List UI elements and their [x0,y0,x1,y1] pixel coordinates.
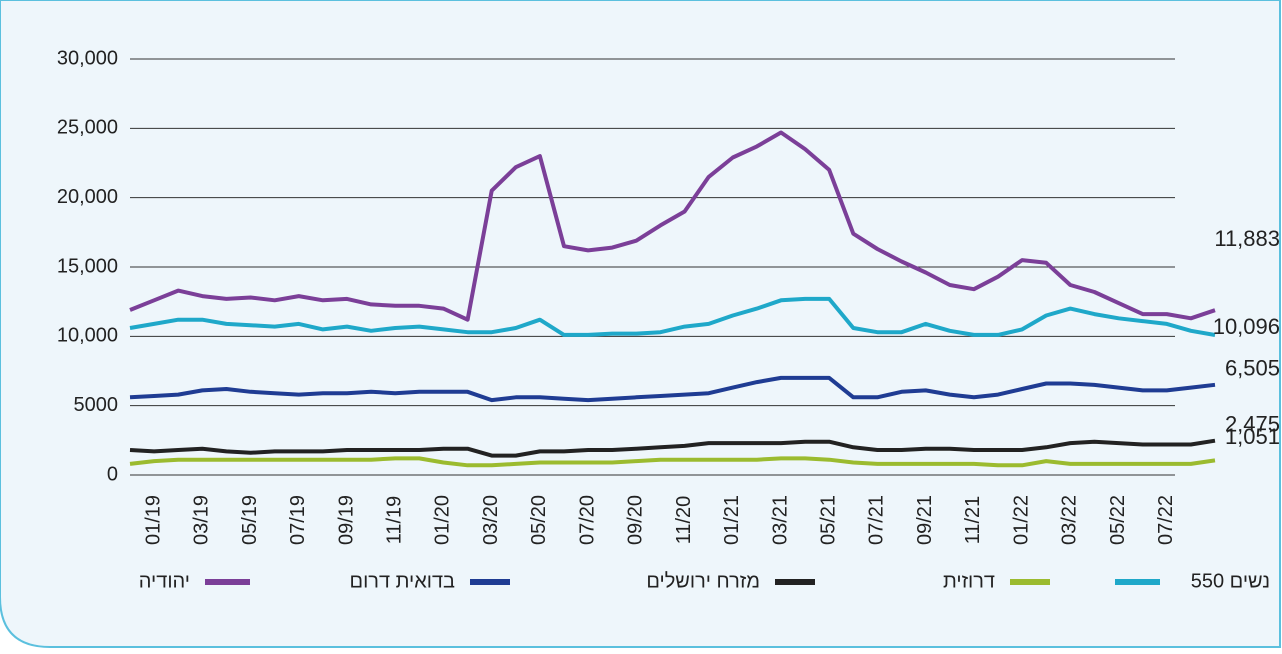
x-tick-label: 05/20 [528,495,550,545]
x-tick-label: 09/19 [335,495,357,545]
y-tick-label: 0 [107,463,118,485]
x-tick-label: 03/20 [480,495,502,545]
y-tick-label: 20,000 [57,186,118,208]
x-tick-label: 03/21 [769,495,791,545]
legend-label: מזרח ירושלים [646,570,760,592]
x-tick-label: 09/20 [625,495,647,545]
end-label: 10,096 [1213,314,1280,339]
x-tick-label: 07/19 [287,495,309,545]
legend-label: דרוזית [943,570,995,592]
x-tick-label: 11/20 [673,496,695,545]
end-label: 11,883 [1214,226,1280,251]
y-tick-label: 30,000 [57,47,118,69]
x-tick-label: 05/19 [239,495,261,545]
x-tick-label: 07/21 [866,495,888,545]
x-tick-label: 03/19 [191,495,213,545]
x-tick-label: 01/19 [142,495,164,545]
legend-label: יהודיה [139,570,190,592]
y-tick-label: 15,000 [57,255,118,277]
series-line [129,438,1216,458]
legend-label: בדואית דרום [350,570,456,592]
legend-label: נשים 550 [1191,570,1270,592]
y-tick-label: 5000 [74,394,119,416]
y-tick-label: 10,000 [57,325,118,347]
x-tick-label: 01/21 [721,495,743,545]
x-tick-label: 09/21 [914,495,936,545]
x-tick-label: 03/22 [1059,495,1081,545]
x-tick-label: 07/22 [1155,495,1177,545]
y-tick-label: 25,000 [57,117,118,139]
x-tick-label: 01/20 [432,495,454,545]
series-line [129,456,1216,468]
series-line [129,375,1216,403]
end-label: 2,475 [1225,411,1280,436]
end-label: 1,051 [1225,424,1280,449]
end-label: 6,505 [1225,356,1280,381]
series-line [129,130,1216,322]
x-tick-label: 05/21 [818,495,840,545]
x-tick-label: 05/22 [1107,495,1129,545]
x-tick-label: 11/19 [384,496,406,545]
series-line [129,296,1216,337]
x-tick-label: 07/20 [576,495,598,545]
x-tick-label: 11/21 [962,496,984,545]
x-tick-label: 01/22 [1010,495,1032,545]
